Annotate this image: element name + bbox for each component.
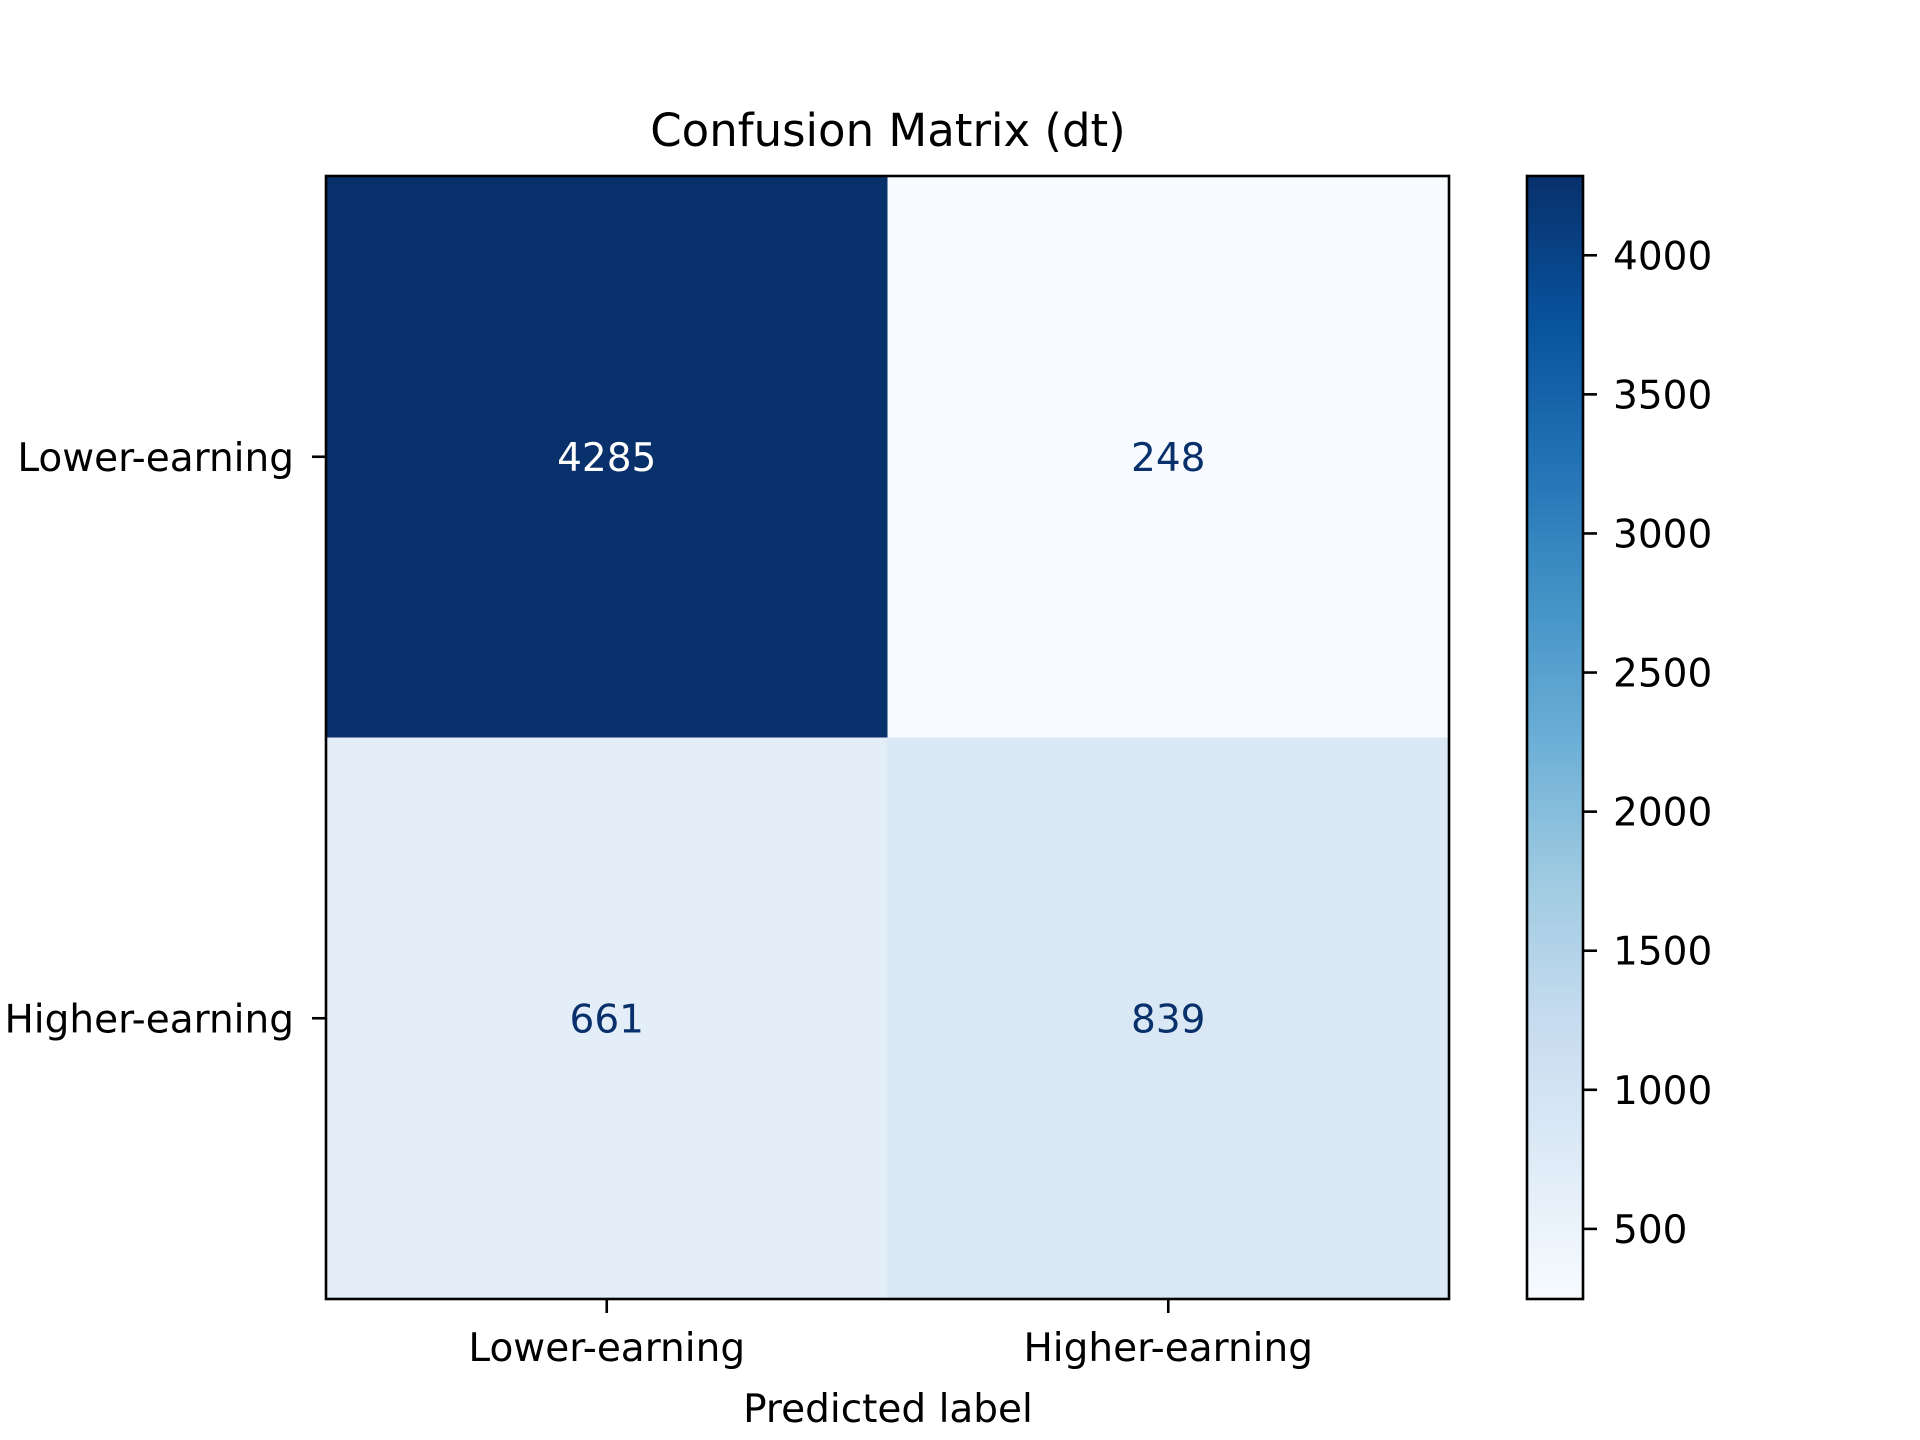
colorbar-tick-label-3: 2000 — [1613, 791, 1712, 836]
matrix-cell-r1-c0 — [326, 737, 888, 1300]
colorbar-tick-label-5: 3000 — [1613, 512, 1712, 557]
matrix-cell-label-r0-c0: 4285 — [557, 436, 656, 481]
matrix-cell-r0-c1 — [887, 176, 1450, 738]
colorbar-gradient — [1527, 176, 1583, 1299]
matrix-frame — [324, 174, 1451, 1301]
colorbar-frame — [1525, 174, 1585, 1301]
x-axis-label: Predicted label — [743, 1387, 1033, 1432]
colorbar-tick-label-2: 1500 — [1613, 930, 1712, 975]
matrix-cell-r1-c1 — [887, 737, 1450, 1300]
colorbar-tick-label-1: 1000 — [1613, 1069, 1712, 1114]
colorbar: 500 1000 1500 2000 2500 3000 3500 4000 — [1525, 174, 1712, 1301]
colorbar-tick-label-4: 2500 — [1613, 652, 1712, 697]
matrix-cell-label-r0-c1: 248 — [1131, 436, 1205, 481]
matrix-cell-labels: 4285 248 661 839 — [557, 436, 1205, 1043]
colorbar-tick-label-0: 500 — [1613, 1208, 1687, 1253]
y-tick-label-1: Higher-earning — [4, 997, 294, 1042]
x-tick-label-1: Higher-earning — [1023, 1326, 1313, 1371]
y-axis-ticks: Lower-earning Higher-earning — [4, 436, 326, 1042]
matrix-cell-label-r1-c1: 839 — [1131, 997, 1205, 1042]
matrix-cells — [326, 176, 1450, 1300]
colorbar-tick-label-7: 4000 — [1613, 234, 1712, 279]
y-tick-label-0: Lower-earning — [17, 436, 294, 481]
x-tick-label-0: Lower-earning — [468, 1326, 745, 1371]
matrix-cell-label-r1-c0: 661 — [570, 997, 644, 1042]
chart-title: Confusion Matrix (dt) — [650, 104, 1125, 157]
colorbar-tick-label-6: 3500 — [1613, 373, 1712, 418]
matrix-cell-r0-c0 — [326, 176, 888, 738]
x-axis-ticks: Lower-earning Higher-earning — [468, 1299, 1313, 1371]
colorbar-ticks: 500 1000 1500 2000 2500 3000 3500 4000 — [1583, 234, 1712, 1253]
